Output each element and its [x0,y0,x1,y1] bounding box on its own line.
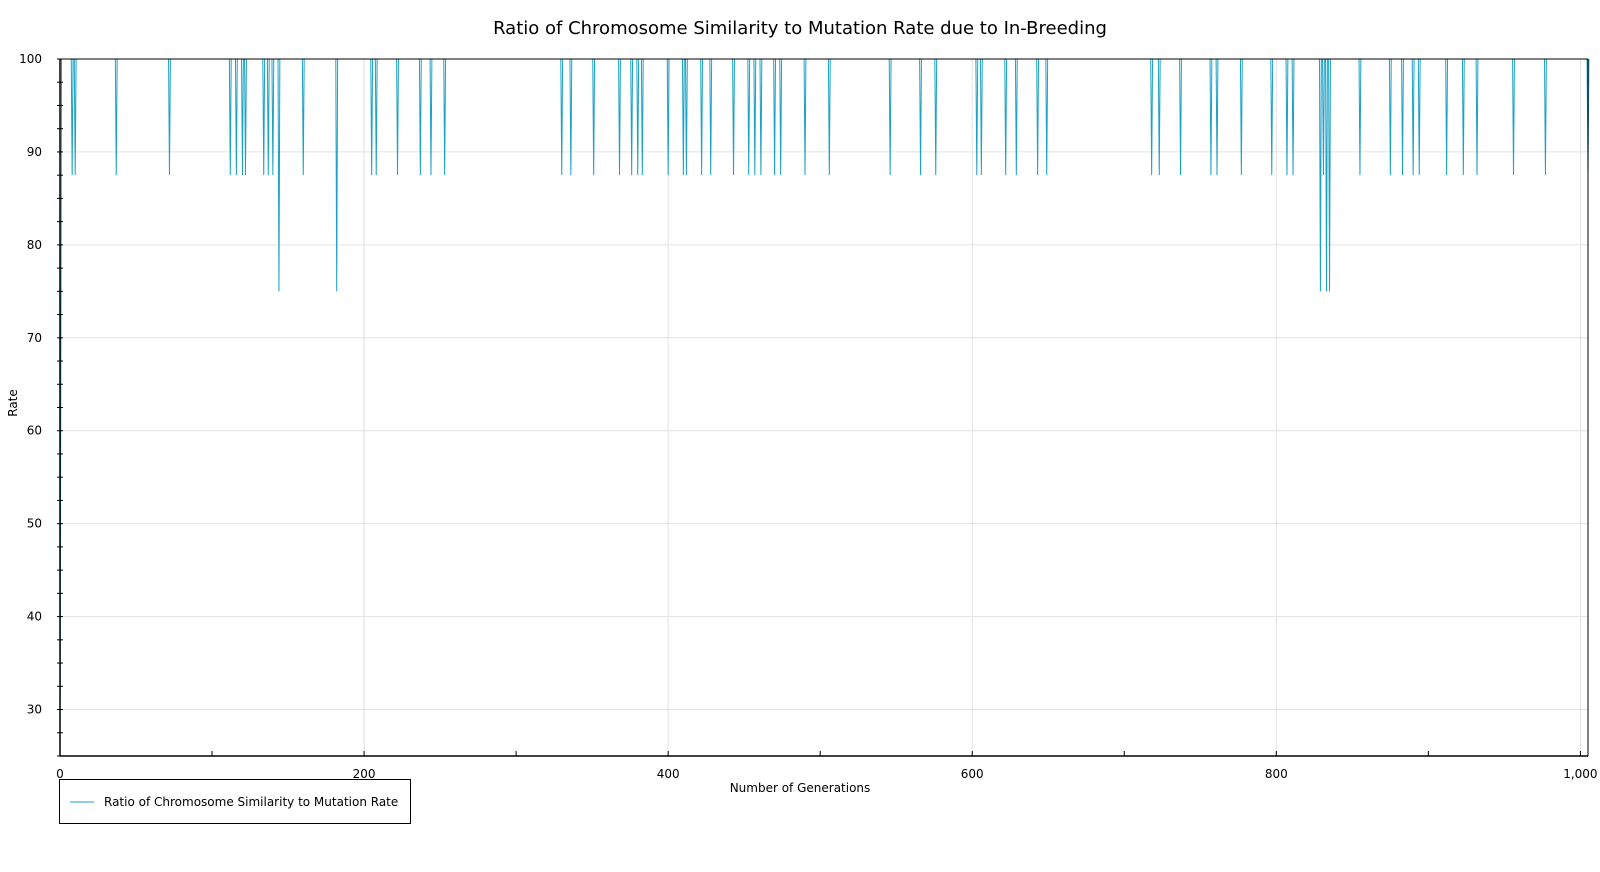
y-tick-label: 30 [27,703,42,717]
x-tick-label: 800 [1265,767,1288,781]
y-tick-label: 90 [27,145,42,159]
x-tick-label: 600 [961,767,984,781]
x-tick-label: 400 [657,767,680,781]
grid-lines [59,58,1588,756]
legend-label: Ratio of Chromosome Similarity to Mutati… [104,795,398,809]
tick-labels: 0 200 400 600 800 1,000 30 40 50 60 70 80 90 100 [19,52,1597,781]
y-tick-label: 100 [19,52,42,66]
legend-box [59,779,411,824]
y-tick-label: 50 [27,517,42,531]
y-axis-label: Rate [6,389,20,417]
x-tick-label: 0 [56,767,64,781]
series-line [59,58,1590,757]
y-tick-label: 60 [27,424,42,438]
legend: Ratio of Chromosome Similarity to Mutati… [59,779,411,824]
y-tick-label: 80 [27,238,42,252]
x-tick-label: 1,000 [1563,767,1597,781]
series-layer [59,58,1590,757]
y-tick-label: 70 [27,331,42,345]
axes [57,58,1589,757]
chart-title: Ratio of Chromosome Similarity to Mutati… [493,18,1107,39]
y-tick-label: 40 [27,610,42,624]
x-tick-label: 200 [353,767,376,781]
x-axis-label: Number of Generations [730,781,871,795]
